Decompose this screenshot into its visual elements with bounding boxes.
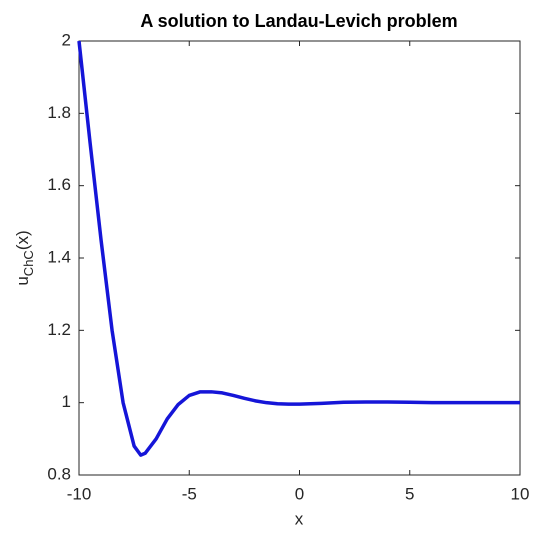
- y-axis-label: uChC(x): [13, 230, 36, 285]
- y-tick-label: 2: [62, 30, 71, 49]
- y-label-subscript: ChC: [21, 250, 36, 276]
- data-line: [77, 40, 520, 457]
- x-axis-label: x: [295, 509, 304, 528]
- y-tick-label: 1: [62, 392, 71, 411]
- chart-title: A solution to Landau-Levich problem: [140, 11, 457, 31]
- y-tick-label: 1.2: [47, 320, 71, 339]
- x-tick-label: 0: [295, 484, 304, 503]
- y-label-base: u: [13, 276, 32, 285]
- x-tick-label: 10: [511, 484, 530, 503]
- plot-frame: [78, 40, 521, 476]
- y-label-suffix: (x): [13, 230, 32, 250]
- y-tick-label: 1.8: [47, 103, 71, 122]
- x-tick-label: -10: [67, 484, 92, 503]
- y-tick-label: 1.4: [47, 247, 71, 266]
- y-tick-label: 1.6: [47, 175, 71, 194]
- y-tick-label: 0.8: [47, 464, 71, 483]
- x-tick-label: 5: [405, 484, 414, 503]
- x-tick-label: -5: [182, 484, 197, 503]
